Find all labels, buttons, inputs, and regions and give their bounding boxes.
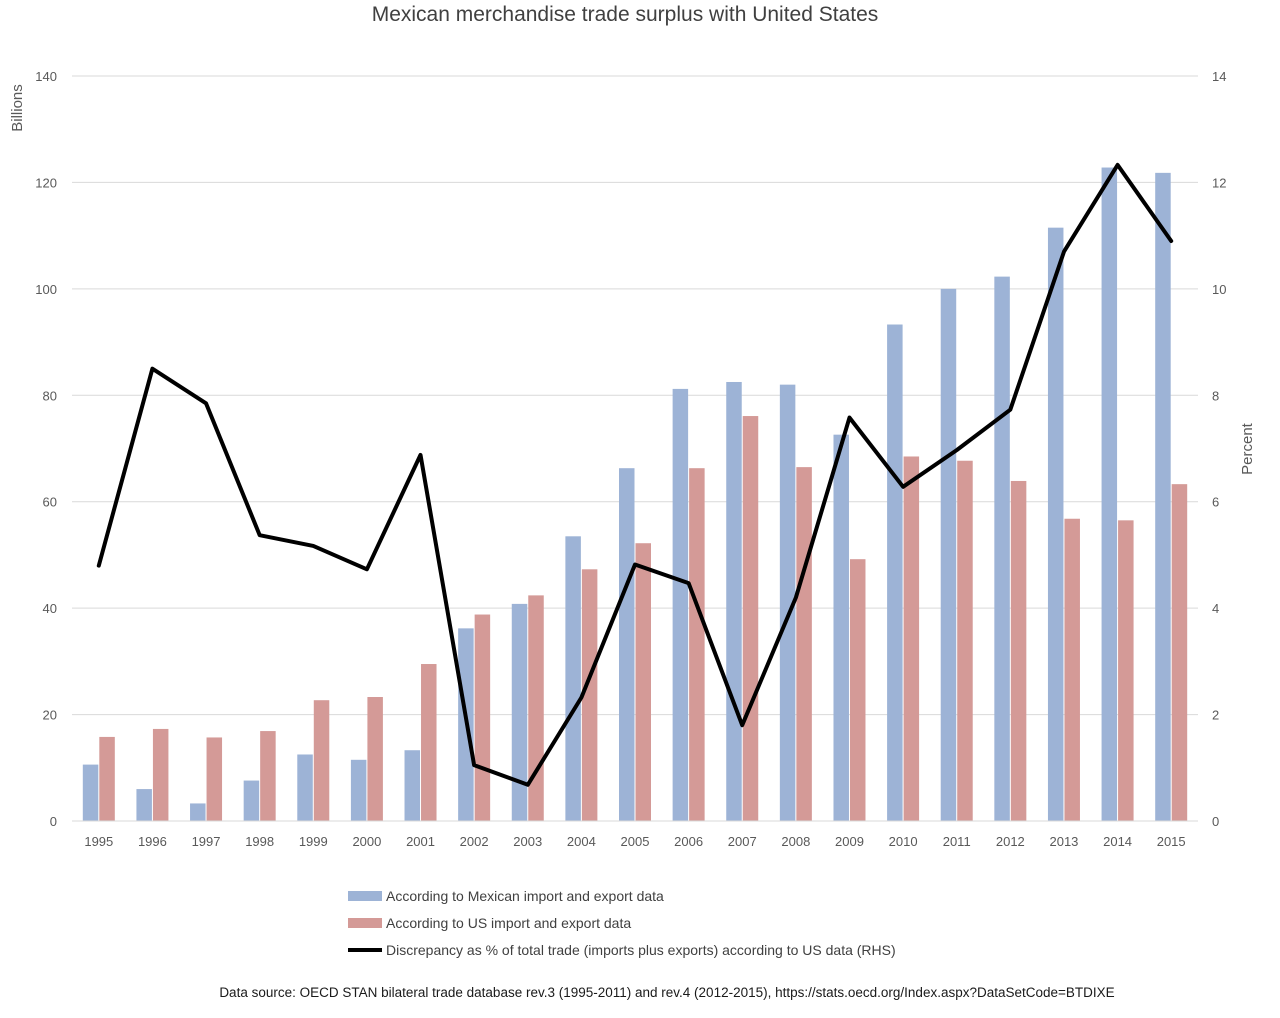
y-tick-label-left: 60 — [43, 495, 57, 510]
legend-label-discrepancy: Discrepancy as % of total trade (imports… — [386, 942, 896, 958]
bar-mexican-data — [350, 759, 367, 821]
line-series — [96, 162, 1174, 787]
x-tick-label: 2008 — [781, 834, 810, 849]
bar-us-data — [1171, 484, 1188, 821]
x-tick-label: 2013 — [1049, 834, 1078, 849]
y-axis-left-title: Billions — [9, 84, 26, 132]
y-tick-label-left: 100 — [35, 282, 57, 297]
legend-label-mexican-data: According to Mexican import and export d… — [386, 888, 664, 904]
bar-mexican-data — [994, 276, 1010, 821]
bar-us-data — [849, 559, 866, 821]
bar-us-data — [367, 697, 383, 821]
x-tick-label: 1995 — [84, 834, 113, 849]
bar-mexican-data — [136, 789, 152, 821]
x-tick-label: 2010 — [889, 834, 918, 849]
bar-us-data — [1064, 518, 1080, 821]
x-tick-label: 2014 — [1103, 834, 1132, 849]
legend-item-us-data: According to US import and export data — [348, 915, 631, 931]
y-tick-label-right: 4 — [1212, 601, 1219, 616]
bar-mexican-data — [726, 381, 742, 821]
legend-item-discrepancy: Discrepancy as % of total trade (imports… — [348, 942, 896, 958]
y-tick-label-left: 140 — [35, 69, 57, 84]
y-tick-label-right: 10 — [1212, 282, 1226, 297]
bar-mexican-data — [1155, 172, 1171, 822]
bar-us-data — [635, 543, 651, 821]
bar-us-data — [99, 736, 115, 821]
y-tick-label-right: 8 — [1212, 388, 1219, 403]
y-axis-right-title: Percent — [1239, 422, 1256, 475]
y-tick-label-left: 20 — [43, 708, 57, 723]
bar-mexican-data — [511, 603, 528, 821]
y-tick-label-right: 6 — [1212, 495, 1219, 510]
bar-mexican-data — [887, 324, 903, 821]
bar-mexican-data — [565, 536, 581, 821]
y-tick-label-right: 0 — [1212, 814, 1219, 829]
x-tick-label: 2006 — [674, 834, 703, 849]
y-tick-label-left: 80 — [43, 388, 57, 403]
bar-us-data — [421, 664, 437, 821]
x-tick-label: 2005 — [621, 834, 650, 849]
bar-us-data — [528, 595, 544, 821]
y-tick-label-right: 14 — [1212, 69, 1226, 84]
bar-mexican-data — [1047, 227, 1064, 822]
x-tick-label: 2011 — [943, 834, 971, 849]
x-tick-label: 2009 — [835, 834, 864, 849]
line-discrepancy — [96, 162, 1174, 787]
legend-item-mexican-data: According to Mexican import and export d… — [348, 888, 664, 904]
bar-us-data — [313, 700, 330, 821]
legend-swatch-mexican-data — [348, 891, 382, 901]
x-tick-label: 1997 — [192, 834, 221, 849]
x-tick-label: 2015 — [1157, 834, 1186, 849]
legend-swatch-us-data — [348, 918, 382, 928]
bar-us-data — [1010, 480, 1027, 821]
bar-us-data — [206, 737, 223, 821]
chart-title: Mexican merchandise trade surplus with U… — [372, 3, 879, 26]
bar-mexican-data — [82, 764, 99, 821]
bar-us-data — [581, 569, 598, 821]
bar-us-data — [152, 728, 169, 821]
x-tick-label: 2002 — [460, 834, 489, 849]
bar-us-data — [689, 468, 705, 821]
bar-us-data — [903, 456, 920, 821]
data-source-note: Data source: OECD STAN bilateral trade d… — [219, 985, 1114, 1000]
x-tick-label: 2012 — [996, 834, 1025, 849]
bar-mexican-data — [297, 754, 313, 821]
x-tick-label: 2007 — [728, 834, 757, 849]
x-axis-ticks: 1995 1996 1997 1998 1999 2000 2001 2002 2003 2004… — [84, 834, 1185, 849]
legend-label-us-data: According to US import and export data — [386, 915, 631, 931]
bar-us-data — [742, 416, 759, 821]
y-tick-label-right: 12 — [1212, 175, 1226, 190]
x-tick-label: 2001 — [406, 834, 435, 849]
bar-mexican-data — [672, 388, 689, 821]
bar-mexican-data — [1101, 167, 1118, 821]
bar-us-data — [1118, 520, 1134, 821]
y-tick-label-right: 2 — [1212, 708, 1219, 723]
y-tick-label-left: 0 — [50, 814, 57, 829]
y-tick-label-left: 120 — [35, 175, 57, 190]
bar-us-data — [474, 614, 491, 821]
legend: According to Mexican import and export d… — [348, 888, 896, 958]
bar-mexican-data — [190, 803, 206, 821]
bar-mexican-data — [833, 434, 849, 821]
x-tick-label: 1999 — [299, 834, 328, 849]
y-axis-right-ticks: 0 2 4 6 8 10 12 14 — [1212, 69, 1226, 829]
x-tick-label: 1996 — [138, 834, 167, 849]
bar-mexican-data — [404, 750, 421, 821]
y-axis-left-ticks: 0 20 40 60 80 100 120 140 — [35, 69, 57, 829]
bar-us-data — [260, 731, 276, 821]
bar-us-data — [796, 467, 812, 821]
bar-mexican-data — [243, 780, 260, 821]
bar-mexican-data — [619, 468, 635, 821]
bar-us-data — [957, 460, 973, 821]
gridlines — [72, 75, 1198, 822]
bar-mexican-data — [779, 384, 796, 821]
y-tick-label-left: 40 — [43, 601, 57, 616]
x-tick-label: 2000 — [352, 834, 381, 849]
x-tick-label: 1998 — [245, 834, 274, 849]
x-tick-label: 2003 — [513, 834, 542, 849]
bar-mexican-data — [940, 288, 957, 821]
x-tick-label: 2004 — [567, 834, 596, 849]
